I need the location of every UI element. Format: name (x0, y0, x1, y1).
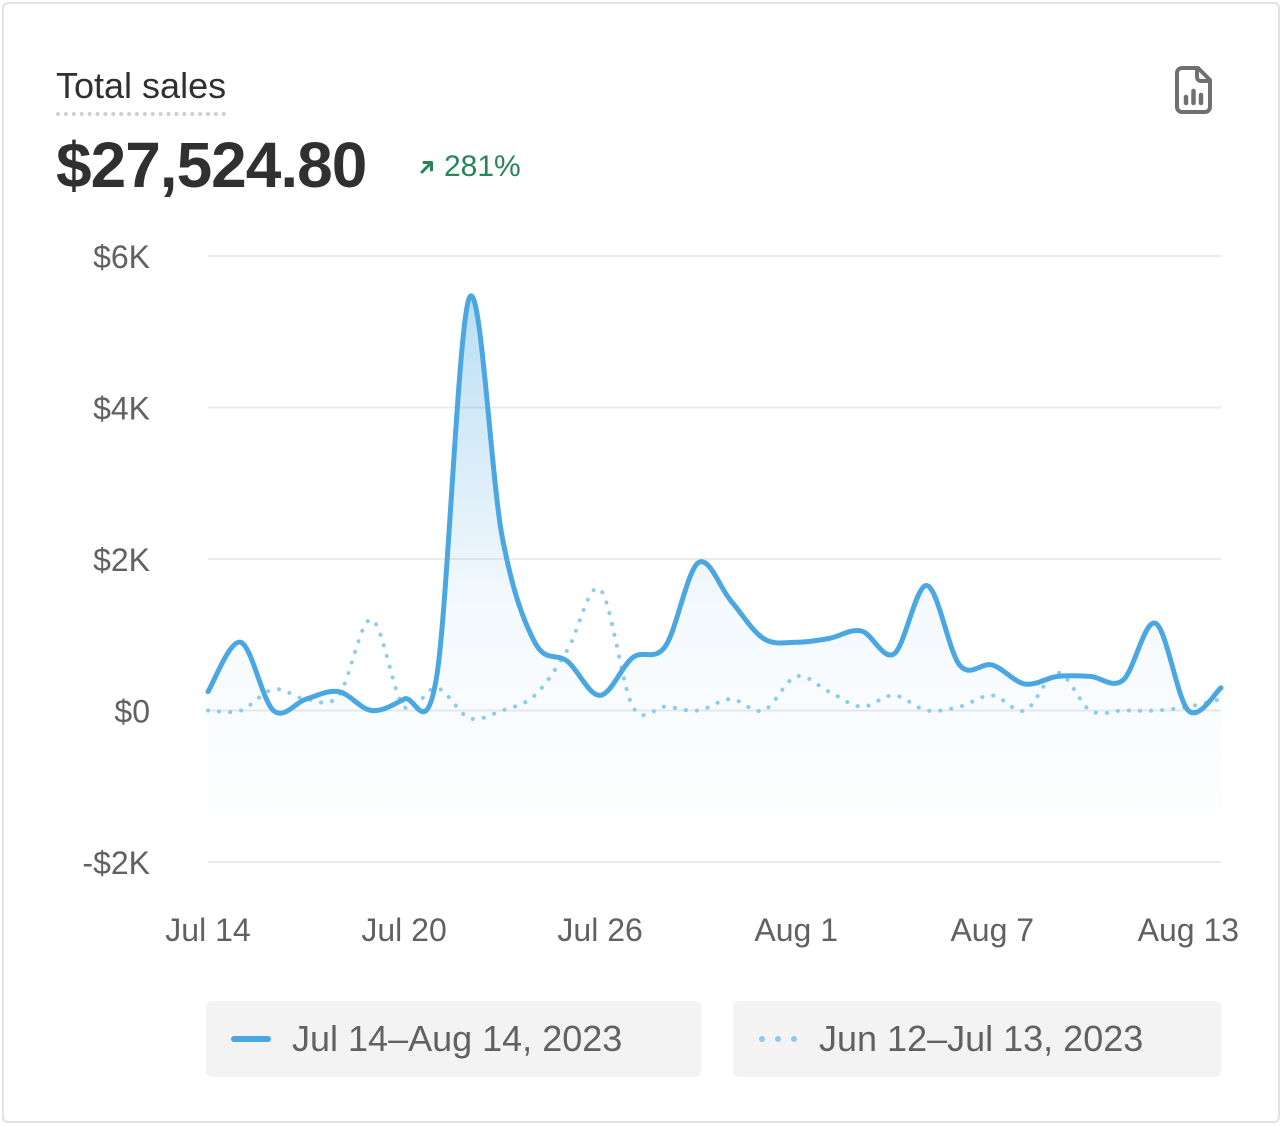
y-tick-label: $6K (93, 239, 150, 275)
y-tick-label: -$2K (82, 845, 150, 881)
x-tick-label: Jul 26 (557, 912, 642, 948)
x-tick-label: Aug 1 (754, 912, 838, 948)
metric-title[interactable]: Total sales (56, 66, 227, 116)
solid-line-swatch-icon (231, 1036, 271, 1042)
y-tick-label: $0 (114, 694, 150, 730)
legend-current-period[interactable]: Jul 14–Aug 14, 2023 (206, 1001, 701, 1077)
x-tick-label: Aug 13 (1138, 912, 1239, 948)
metric-value: $27,524.80 (56, 129, 367, 201)
view-report-button[interactable] (1168, 62, 1220, 118)
y-tick-label: $4K (93, 391, 150, 427)
trend-indicator: 281% (418, 149, 521, 185)
arrow-up-right-icon (420, 161, 433, 174)
current-period-line[interactable] (205, 293, 1224, 716)
legend-previous-label: Jun 12–Jul 13, 2023 (819, 1018, 1144, 1059)
dotted-line-swatch-icon (759, 1036, 797, 1042)
legend-current-label: Jul 14–Aug 14, 2023 (292, 1018, 623, 1059)
trend-percentage: 281% (444, 150, 521, 183)
file-chart-icon (1175, 66, 1212, 114)
y-tick-label: $2K (93, 542, 150, 578)
x-tick-label: Aug 7 (950, 912, 1034, 948)
legend-previous-period[interactable]: Jun 12–Jul 13, 2023 (733, 1001, 1221, 1077)
x-tick-label: Jul 14 (165, 912, 250, 948)
x-tick-label: Jul 20 (361, 912, 446, 948)
sales-line-chart: $6K $4K $2K $0 -$2K Jul 14 Jul 20 Jul 26 Aug 1 A… (82, 239, 1239, 948)
